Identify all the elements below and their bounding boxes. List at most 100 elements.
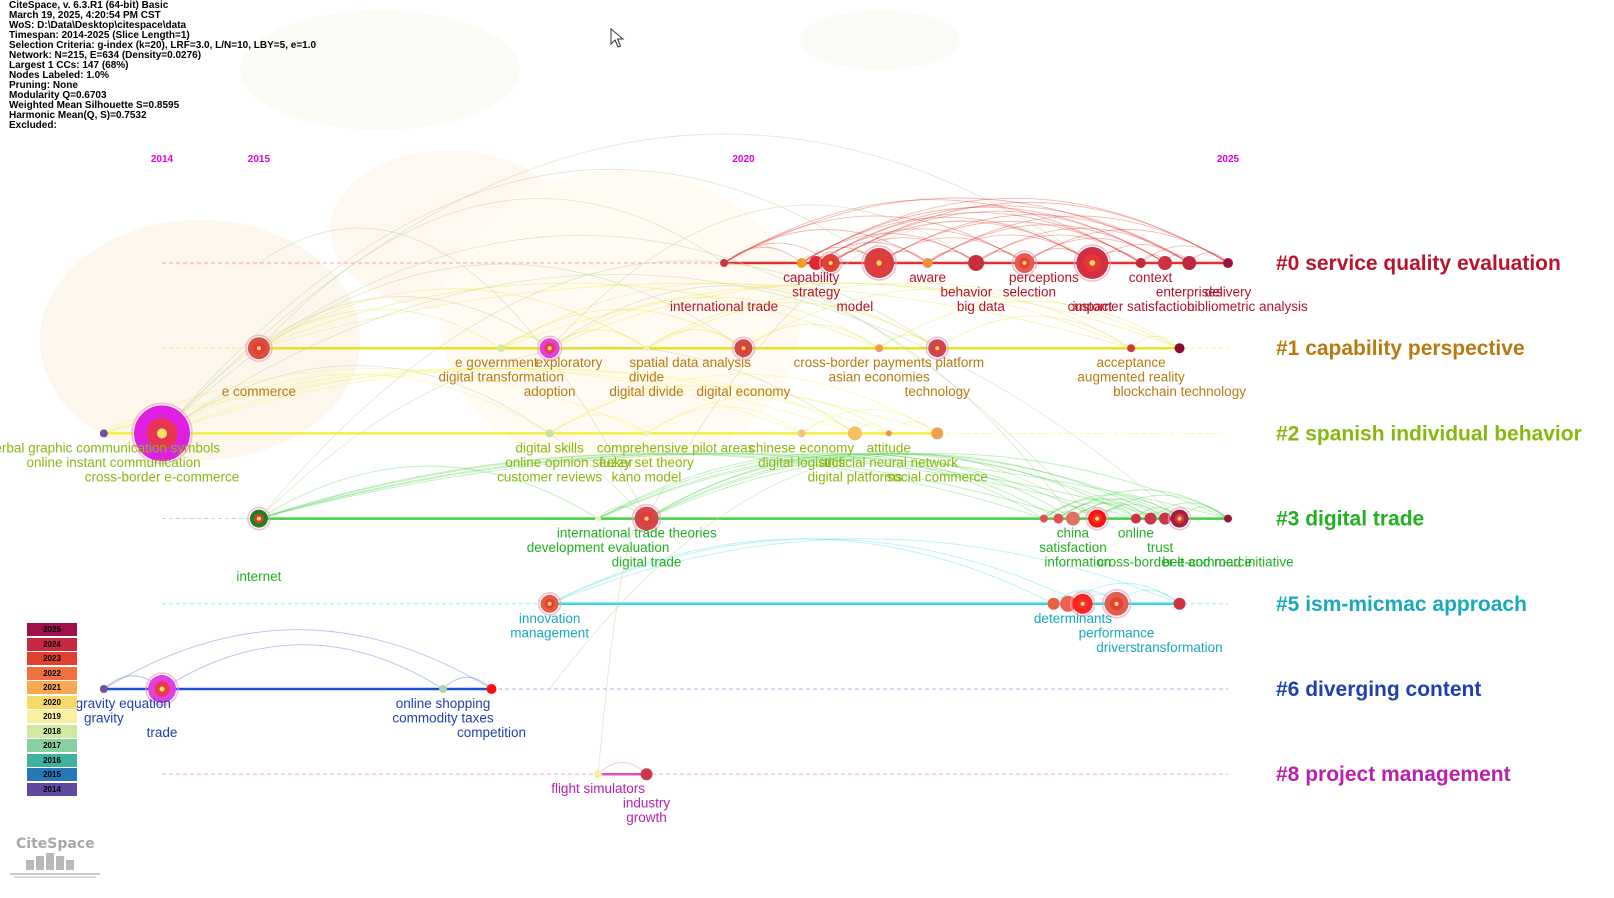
keyword-label[interactable]: big data	[957, 299, 1006, 314]
keyword-node[interactable]	[1224, 514, 1232, 523]
keyword-label[interactable]: international trade	[670, 299, 778, 314]
keyword-label[interactable]: customer reviews	[497, 469, 602, 484]
keyword-label[interactable]: trade	[147, 725, 178, 740]
keyword-label[interactable]: asian economies	[828, 370, 930, 385]
keyword-label[interactable]: model	[837, 299, 874, 314]
keyword-label[interactable]: strategy	[792, 285, 840, 300]
keyword-label[interactable]: artificial neural network	[820, 455, 958, 470]
keyword-label[interactable]: transformation	[1136, 640, 1222, 655]
keyword-label[interactable]: online shopping	[396, 696, 491, 711]
keyword-node[interactable]	[796, 258, 807, 268]
keyword-node[interactable]	[797, 429, 806, 438]
keyword-label[interactable]: determinants	[1034, 611, 1112, 626]
keyword-label[interactable]: growth	[626, 810, 667, 825]
keyword-node[interactable]	[1182, 256, 1197, 270]
keyword-label[interactable]: commodity taxes	[392, 711, 494, 726]
keyword-label[interactable]: fuzzy set theory	[599, 455, 694, 470]
keyword-label[interactable]: industry	[623, 796, 671, 811]
keyword-label[interactable]: attitude	[867, 440, 911, 455]
keyword-node[interactable]	[1047, 597, 1060, 610]
keyword-node[interactable]	[1158, 256, 1173, 270]
keyword-label[interactable]: performance	[1079, 625, 1155, 640]
keyword-label[interactable]: technology	[905, 384, 971, 399]
keyword-label[interactable]: selection	[1003, 285, 1056, 300]
keyword-label[interactable]: online opinion seeker	[505, 455, 633, 470]
keyword-label[interactable]: digital divide	[609, 384, 683, 399]
cluster-label[interactable]: #0 service quality evaluation	[1276, 252, 1561, 275]
keyword-node[interactable]	[99, 685, 108, 693]
keyword-label[interactable]: international trade theories	[557, 526, 717, 541]
keyword-label[interactable]: customer satisfaction	[1068, 299, 1195, 314]
keyword-label[interactable]: capability	[783, 270, 840, 285]
keyword-node[interactable]	[486, 684, 497, 694]
cluster-label[interactable]: #5 ism-micmac approach	[1276, 593, 1527, 616]
keyword-label[interactable]: divide	[629, 370, 664, 385]
keyword-node[interactable]	[99, 429, 108, 438]
keyword-label[interactable]: development evaluation	[527, 540, 670, 555]
keyword-node[interactable]	[1065, 511, 1080, 526]
keyword-label[interactable]: kano model	[612, 469, 682, 484]
keyword-label[interactable]: spatial data analysis	[629, 355, 751, 370]
keyword-label[interactable]: china	[1057, 526, 1090, 541]
keyword-node[interactable]	[1144, 512, 1157, 525]
keyword-node[interactable]	[643, 430, 650, 437]
keyword-label[interactable]: belt and road initiative	[1162, 555, 1293, 570]
keyword-label[interactable]: adoption	[524, 384, 576, 399]
cluster-label[interactable]: #2 spanish individual behavior	[1276, 422, 1582, 445]
keyword-label[interactable]: digital trade	[612, 555, 682, 570]
keyword-node[interactable]	[720, 259, 729, 267]
keyword-node[interactable]	[1223, 258, 1233, 268]
keyword-label[interactable]: cross-border payments platform	[794, 355, 985, 370]
keyword-label[interactable]: bibliometric analysis	[1187, 299, 1308, 314]
keyword-label[interactable]: competition	[457, 725, 526, 740]
keyword-label[interactable]: digital skills	[515, 440, 584, 455]
keyword-node[interactable]	[640, 768, 653, 781]
keyword-node[interactable]	[1060, 595, 1077, 612]
keyword-node[interactable]	[595, 515, 602, 522]
keyword-label[interactable]: e commerce	[222, 384, 296, 399]
keyword-label[interactable]: enterprises	[1156, 285, 1223, 300]
keyword-node[interactable]	[1174, 343, 1185, 354]
keyword-node[interactable]	[875, 344, 884, 353]
keyword-label[interactable]: trust	[1147, 540, 1174, 555]
keyword-node[interactable]	[968, 255, 985, 271]
keyword-label[interactable]: impact	[1072, 299, 1112, 314]
keyword-label[interactable]: digital economy	[697, 384, 791, 399]
keyword-label[interactable]: innovation	[519, 611, 581, 626]
keyword-label[interactable]: chinese economy	[749, 440, 854, 455]
keyword-node[interactable]	[1135, 258, 1146, 268]
keyword-label[interactable]: gravity equation	[76, 696, 171, 711]
cluster-label[interactable]: #3 digital trade	[1276, 508, 1424, 531]
keyword-node[interactable]	[497, 344, 506, 353]
keyword-label[interactable]: online instant communication	[26, 455, 200, 470]
cluster-label[interactable]: #1 capability perspective	[1276, 337, 1525, 360]
keyword-node[interactable]	[1173, 597, 1186, 610]
keyword-label[interactable]: digital logistics	[758, 455, 845, 470]
keyword-label[interactable]: flight simulators	[551, 781, 645, 796]
keyword-node[interactable]	[885, 430, 892, 437]
keyword-label[interactable]: drivers	[1096, 640, 1137, 655]
keyword-label[interactable]: e government	[455, 355, 538, 370]
keyword-node[interactable]	[1127, 344, 1136, 353]
cluster-label[interactable]: #8 project management	[1276, 763, 1511, 786]
keyword-label[interactable]: acceptance	[1097, 355, 1166, 370]
keyword-label[interactable]: satisfaction	[1039, 540, 1107, 555]
keyword-node[interactable]	[847, 426, 862, 441]
keyword-label[interactable]: behavior	[940, 285, 992, 300]
keyword-node[interactable]	[931, 427, 944, 440]
keyword-node[interactable]	[1130, 513, 1141, 524]
keyword-node[interactable]	[545, 429, 554, 438]
keyword-label[interactable]: digital transformation	[439, 370, 564, 385]
keyword-label[interactable]: social commerce	[887, 469, 988, 484]
keyword-label[interactable]: blockchain technology	[1113, 384, 1246, 399]
keyword-label[interactable]: comprehensive pilot areas	[597, 440, 755, 455]
keyword-label[interactable]: verbal graphic communication symbols	[0, 440, 220, 455]
keyword-label[interactable]: cross-border e-commerce	[1097, 555, 1252, 570]
keyword-label[interactable]: aware	[909, 270, 946, 285]
keyword-node[interactable]	[1159, 512, 1172, 525]
keyword-label[interactable]: delivery	[1205, 285, 1252, 300]
keyword-label[interactable]: gravity	[84, 711, 124, 726]
keyword-label[interactable]: management	[510, 625, 589, 640]
keyword-node[interactable]	[594, 770, 603, 779]
keyword-label[interactable]: internet	[236, 569, 281, 584]
